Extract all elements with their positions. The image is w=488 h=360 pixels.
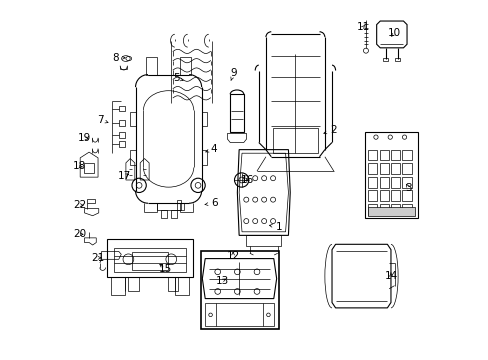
Bar bbox=[390, 177, 400, 188]
Bar bbox=[367, 204, 377, 215]
Bar bbox=[114, 248, 185, 272]
Bar bbox=[130, 150, 135, 165]
Bar bbox=[119, 141, 125, 147]
Text: 20: 20 bbox=[73, 229, 86, 239]
Text: 10: 10 bbox=[387, 28, 400, 38]
Bar bbox=[87, 199, 95, 203]
Text: 21: 21 bbox=[91, 253, 104, 263]
Text: 2: 2 bbox=[323, 125, 336, 135]
Bar bbox=[395, 58, 400, 62]
Bar bbox=[246, 235, 281, 246]
Text: 14: 14 bbox=[384, 271, 397, 281]
Text: 8: 8 bbox=[112, 53, 125, 63]
Bar bbox=[175, 277, 189, 295]
Text: 3: 3 bbox=[405, 183, 411, 193]
Text: 17: 17 bbox=[118, 171, 131, 181]
Text: 9: 9 bbox=[230, 68, 237, 81]
Bar bbox=[379, 163, 388, 174]
Bar bbox=[130, 112, 135, 126]
Bar bbox=[367, 163, 377, 174]
Bar bbox=[379, 204, 388, 215]
Bar bbox=[365, 132, 417, 217]
Bar bbox=[272, 128, 317, 153]
Bar bbox=[230, 94, 244, 132]
Bar bbox=[83, 163, 94, 173]
Text: 16: 16 bbox=[240, 175, 253, 185]
Bar bbox=[119, 106, 125, 111]
Bar bbox=[119, 132, 125, 138]
Bar bbox=[390, 150, 400, 160]
Bar bbox=[367, 207, 414, 216]
Bar bbox=[176, 201, 181, 210]
Bar bbox=[367, 177, 377, 188]
Bar bbox=[379, 150, 388, 160]
Text: 12: 12 bbox=[226, 251, 239, 261]
Bar bbox=[367, 150, 377, 160]
Bar bbox=[157, 203, 183, 210]
Bar bbox=[402, 163, 411, 174]
Text: 22: 22 bbox=[73, 200, 86, 210]
Bar bbox=[201, 112, 206, 126]
Bar bbox=[160, 210, 166, 218]
Bar bbox=[402, 204, 411, 215]
Bar bbox=[119, 120, 125, 126]
Text: 13: 13 bbox=[215, 276, 228, 286]
Text: 11: 11 bbox=[356, 22, 369, 32]
Bar bbox=[205, 303, 273, 327]
Bar bbox=[201, 251, 278, 329]
Bar bbox=[390, 163, 400, 174]
Text: 15: 15 bbox=[158, 264, 171, 274]
Bar bbox=[201, 150, 206, 165]
Text: 6: 6 bbox=[204, 198, 217, 208]
Bar bbox=[110, 277, 124, 295]
Bar bbox=[402, 190, 411, 201]
Text: 19: 19 bbox=[78, 133, 91, 143]
Bar bbox=[390, 190, 400, 201]
Bar bbox=[128, 277, 139, 292]
Text: 5: 5 bbox=[173, 73, 183, 83]
Text: 7: 7 bbox=[98, 115, 108, 125]
Bar bbox=[383, 58, 387, 62]
Text: 4: 4 bbox=[205, 144, 217, 154]
Bar bbox=[170, 210, 177, 218]
Bar bbox=[107, 239, 192, 277]
Bar bbox=[402, 177, 411, 188]
Bar bbox=[367, 190, 377, 201]
Text: 1: 1 bbox=[269, 222, 282, 232]
Bar bbox=[390, 204, 400, 215]
Text: 18: 18 bbox=[73, 161, 86, 171]
Bar bbox=[402, 150, 411, 160]
Bar bbox=[379, 190, 388, 201]
Bar bbox=[379, 177, 388, 188]
Bar bbox=[132, 252, 167, 270]
Bar bbox=[167, 277, 178, 292]
